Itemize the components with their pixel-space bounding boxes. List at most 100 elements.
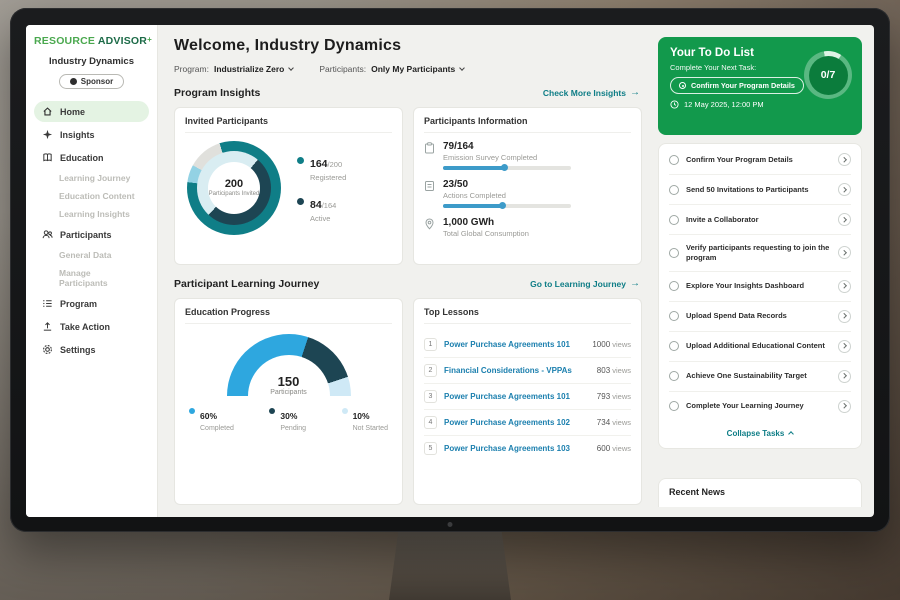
todo-progress-ring: 0/7 [804, 51, 852, 99]
sponsor-badge[interactable]: Sponsor [58, 74, 125, 89]
chevron-down-icon [288, 65, 295, 71]
main-content: Welcome, Industry Dynamics Program: Indu… [158, 25, 654, 517]
task-row[interactable]: Upload Spend Data Records [669, 302, 851, 332]
task-checkbox[interactable] [669, 401, 679, 411]
task-checkbox[interactable] [669, 341, 679, 351]
participants-filter[interactable]: Participants: Only My Participants [319, 64, 466, 74]
emission-progress-bar [443, 164, 571, 171]
legend-suffix: /164 [321, 200, 337, 210]
legend-label: Registered [310, 172, 347, 182]
sidebar-item-learning-insights[interactable]: Learning Insights [59, 209, 130, 219]
legend-active: 84/164 Active [297, 195, 346, 223]
task-row[interactable]: Complete Your Learning Journey [669, 392, 851, 421]
sidebar-item-label: Program [60, 298, 98, 309]
gauge-center: 150 Participants [227, 374, 351, 396]
gauge-label: Participants [270, 389, 307, 396]
legend-completed: 60% Completed [189, 406, 234, 432]
sidebar-item-education[interactable]: Education [34, 147, 149, 168]
monitor-stand [389, 528, 511, 600]
lesson-title-link[interactable]: Financial Considerations - VPPAs [444, 366, 572, 375]
lesson-row[interactable]: 1 Power Purchase Agreements 101 1000 vie… [424, 332, 631, 358]
task-row[interactable]: Confirm Your Program Details [669, 145, 851, 175]
stat-label: Emission Survey Completed [443, 153, 538, 162]
invited-participants-card: Invited Participants 200 Participants In… [174, 107, 403, 265]
sidebar-item-general-data[interactable]: General Data [59, 250, 112, 260]
legend-dot [189, 408, 195, 414]
lesson-title-link[interactable]: Power Purchase Agreements 101 [444, 392, 570, 401]
legend-value: 10% [352, 411, 370, 421]
task-row[interactable]: Upload Additional Educational Content [669, 332, 851, 362]
sidebar-item-label: Participants [60, 229, 112, 240]
location-pin-icon [425, 218, 434, 230]
sidebar-item-program[interactable]: Program [34, 293, 149, 314]
check-more-insights-link[interactable]: Check More Insights → [543, 87, 640, 99]
lesson-row[interactable]: 5 Power Purchase Agreements 103 600 view… [424, 436, 631, 461]
sidebar-item-settings[interactable]: Settings [34, 339, 149, 360]
next-task-chip[interactable]: Confirm Your Program Details [670, 77, 804, 94]
link-label: Go to Learning Journey [530, 279, 626, 289]
task-row[interactable]: Explore Your Insights Dashboard [669, 272, 851, 302]
lesson-row[interactable]: 2 Financial Considerations - VPPAs 803 v… [424, 358, 631, 384]
chevron-right-icon[interactable] [838, 399, 851, 413]
task-checkbox[interactable] [669, 184, 679, 195]
lesson-title-link[interactable]: Power Purchase Agreements 101 [444, 340, 570, 349]
lesson-title-link[interactable]: Power Purchase Agreements 103 [444, 444, 570, 453]
chevron-right-icon[interactable] [838, 339, 851, 353]
stat-label: Actions Completed [443, 191, 506, 200]
task-checkbox[interactable] [669, 371, 679, 381]
chevron-right-icon[interactable] [838, 279, 851, 293]
sidebar-item-participants[interactable]: Participants [34, 224, 149, 245]
sidebar-item-home[interactable]: Home [34, 101, 149, 122]
lesson-row[interactable]: 3 Power Purchase Agreements 101 793 view… [424, 384, 631, 410]
chevron-right-icon[interactable] [838, 153, 851, 166]
task-checkbox[interactable] [669, 247, 679, 258]
sidebar-item-manage-participants[interactable]: Manage Participants [59, 268, 108, 288]
sidebar-item-insights[interactable]: Insights [34, 124, 149, 145]
radio-icon [679, 82, 686, 89]
sidebar-item-education-content[interactable]: Education Content [59, 191, 135, 201]
legend-dot [269, 408, 276, 414]
lesson-views-unit: views [610, 392, 631, 401]
invited-donut-chart: 200 Participants Invited [187, 141, 281, 235]
legend-dot [297, 197, 304, 205]
todo-panel: Your To Do List Complete Your Next Task:… [654, 25, 874, 517]
donut-center-label: Participants Invited [208, 190, 260, 197]
lesson-views-unit: views [610, 340, 631, 349]
task-row[interactable]: Achieve One Sustainability Target [669, 362, 851, 392]
legend-dot [341, 408, 348, 414]
card-title: Top Lessons [424, 307, 631, 324]
task-checkbox[interactable] [669, 281, 679, 291]
lesson-rank: 5 [424, 442, 437, 455]
task-checkbox[interactable] [669, 214, 679, 225]
donut-center-value: 200 [224, 177, 244, 190]
stat-value: 23/50 [443, 179, 469, 190]
arrow-right-icon: → [630, 87, 640, 98]
sidebar-item-learning-journey[interactable]: Learning Journey [59, 173, 131, 183]
participants-information-card: Participants Information 79/164 Emission… [413, 107, 642, 265]
lesson-row[interactable]: 4 Power Purchase Agreements 102 734 view… [424, 410, 631, 436]
chevron-right-icon[interactable] [838, 183, 851, 196]
task-checkbox[interactable] [669, 311, 679, 321]
chevron-right-icon[interactable] [838, 369, 851, 383]
task-row[interactable]: Verify participants requesting to join t… [669, 235, 851, 272]
program-filter[interactable]: Program: Industrialize Zero [174, 64, 295, 74]
chevron-right-icon[interactable] [838, 213, 851, 226]
legend-label: Completed [200, 425, 234, 432]
collapse-tasks-button[interactable]: Collapse Tasks [669, 421, 851, 446]
task-row[interactable]: Invite a Collaborator [669, 205, 851, 235]
sidebar-item-label: Settings [60, 344, 96, 355]
go-to-learning-journey-link[interactable]: Go to Learning Journey → [530, 279, 640, 290]
lesson-title-link[interactable]: Power Purchase Agreements 102 [444, 418, 570, 427]
program-list-icon [43, 300, 52, 307]
task-row[interactable]: Send 50 Invitations to Participants [669, 175, 851, 205]
legend-value: 30% [280, 411, 298, 421]
insights-icon [42, 129, 53, 140]
chevron-right-icon[interactable] [838, 246, 851, 260]
stat-actions-completed: 23/50 Actions Completed [424, 179, 631, 209]
task-checkbox[interactable] [669, 154, 679, 165]
clipboard-icon [425, 142, 434, 154]
sidebar-item-take-action[interactable]: Take Action [34, 316, 149, 337]
legend-value: 84 [310, 198, 322, 211]
chevron-right-icon[interactable] [838, 309, 851, 323]
